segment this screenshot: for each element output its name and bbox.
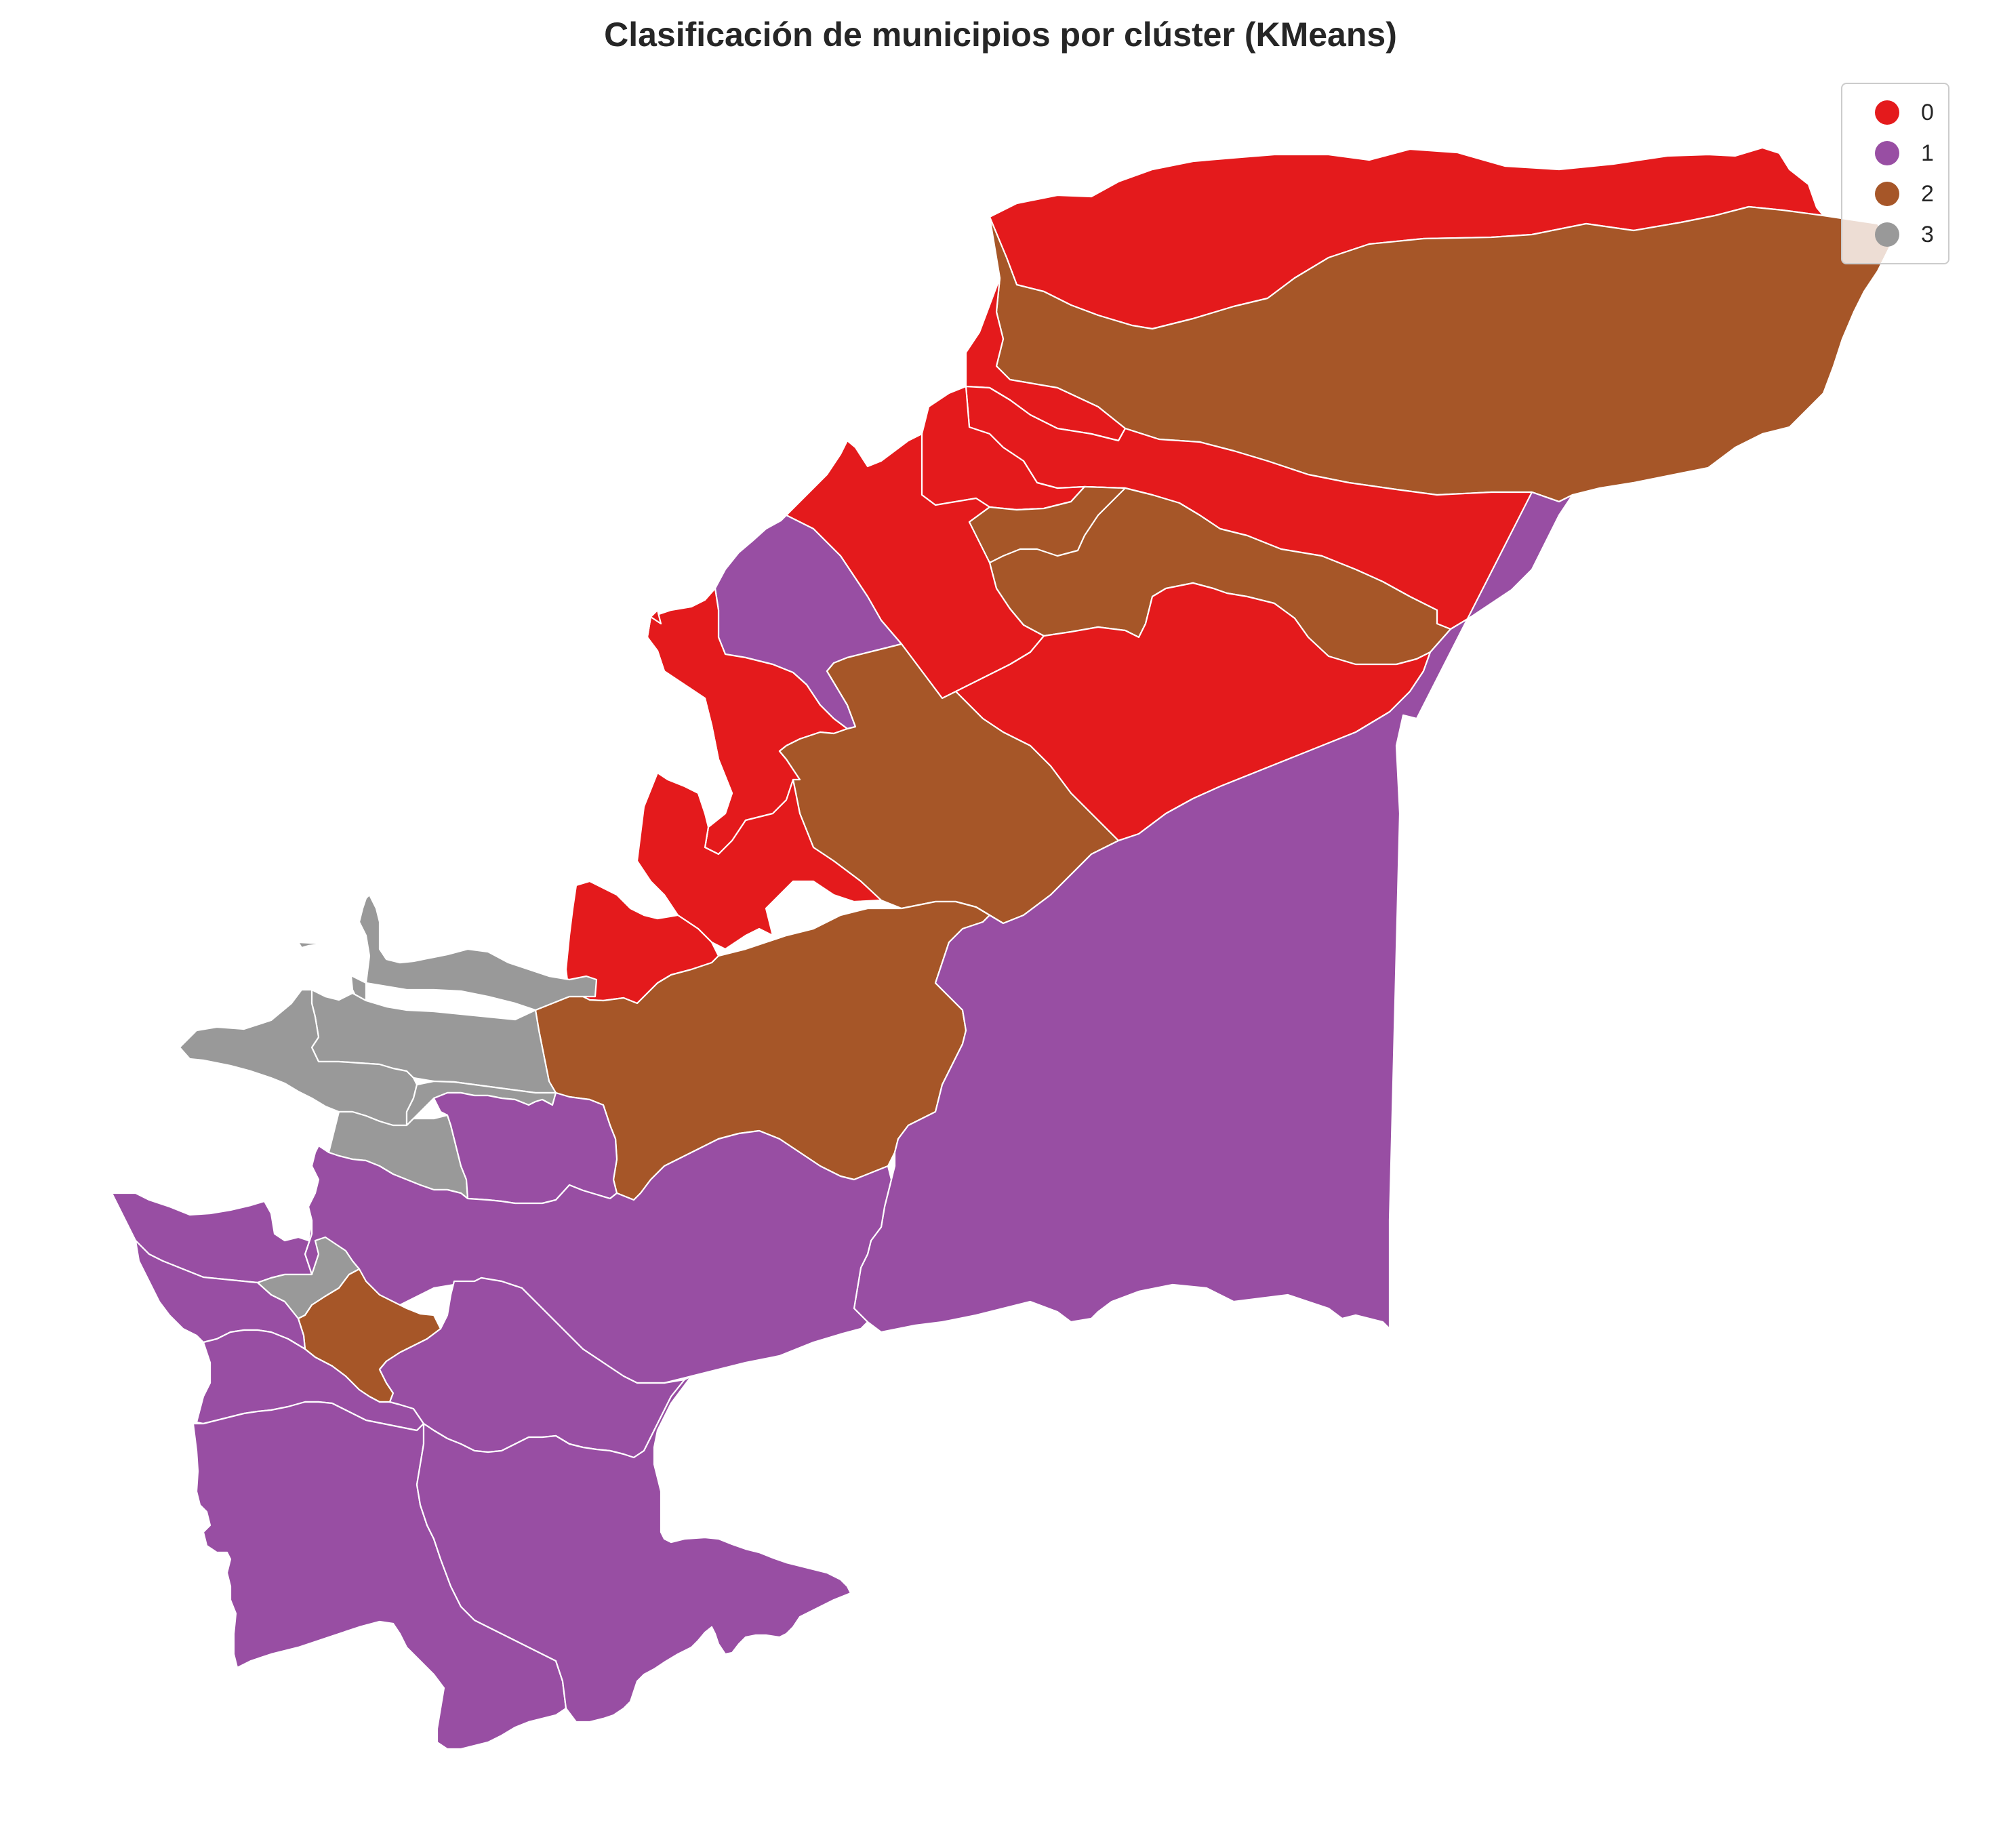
municipality-cluster-1[interactable] — [192, 1401, 567, 1750]
legend-label-2: 2 — [1921, 181, 1934, 207]
legend: 0 1 2 3 — [1841, 83, 1949, 264]
municipality-cluster-3[interactable] — [178, 988, 418, 1127]
chart-title: Clasificación de municipios por clúster … — [604, 16, 1397, 54]
legend-item: 0 — [1842, 94, 1948, 132]
municipality-cluster-1[interactable] — [416, 1375, 852, 1723]
municipality-cluster-1[interactable] — [853, 491, 1574, 1333]
municipality-cluster-1[interactable] — [110, 1192, 313, 1284]
municipality-cluster-2[interactable] — [968, 485, 1127, 564]
legend-item: 1 — [1842, 134, 1948, 172]
legend-marker-2 — [1875, 182, 1899, 206]
municipality-cluster-0[interactable] — [636, 609, 883, 950]
legend-item: 2 — [1842, 175, 1948, 213]
legend-label-3: 3 — [1921, 222, 1934, 247]
legend-label-1: 1 — [1921, 140, 1934, 166]
legend-item: 3 — [1842, 216, 1948, 254]
legend-marker-0 — [1875, 100, 1899, 125]
legend-marker-3 — [1875, 222, 1899, 247]
municipality-cluster-3[interactable] — [297, 893, 598, 1011]
legend-marker-1 — [1875, 141, 1899, 165]
legend-label-0: 0 — [1921, 100, 1934, 125]
